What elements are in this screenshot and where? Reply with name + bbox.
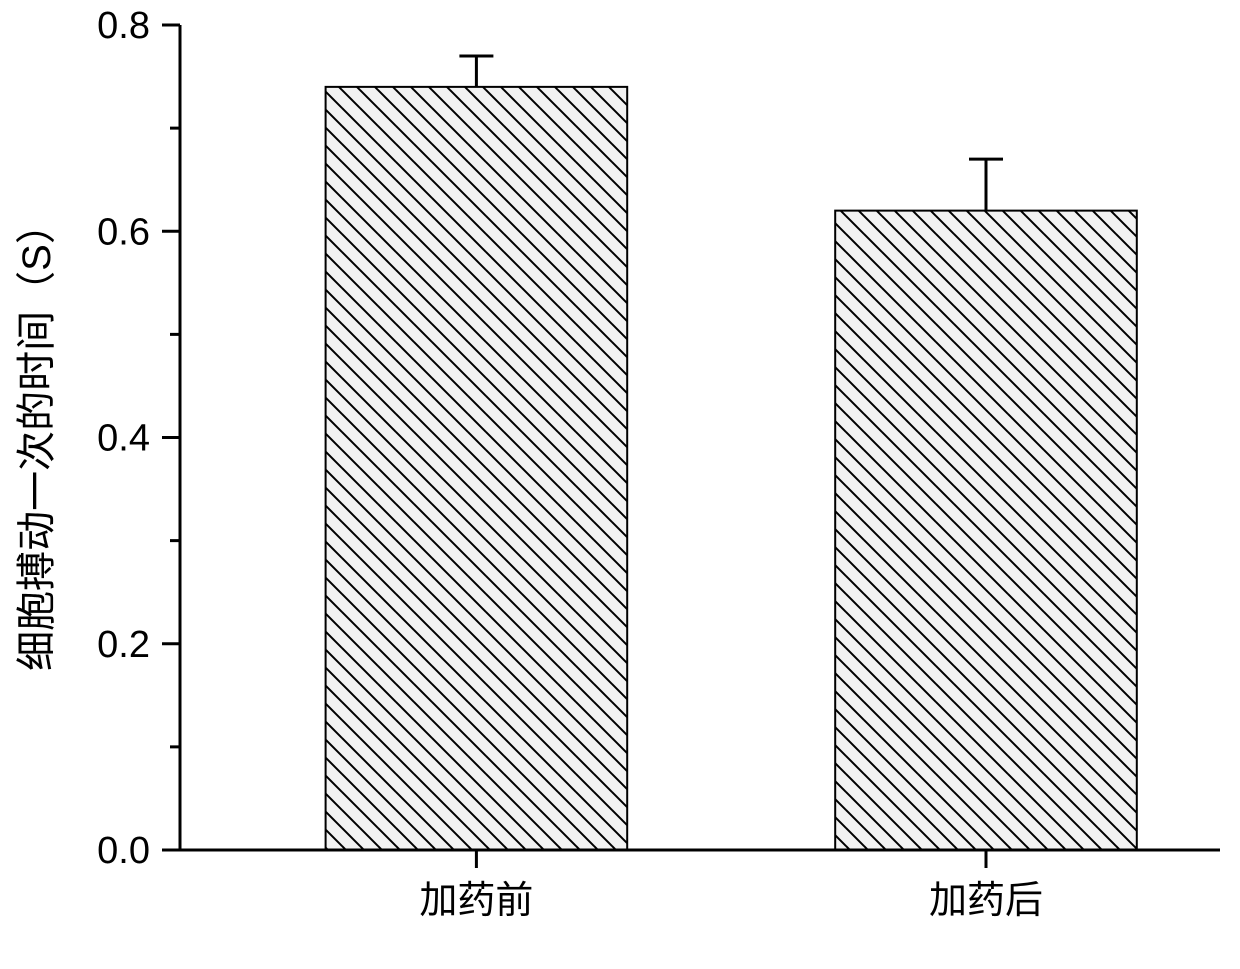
y-tick-label-1: 0.2 <box>97 624 150 666</box>
y-tick-label-3: 0.6 <box>97 211 150 253</box>
y-tick-label-2: 0.4 <box>97 418 150 460</box>
bar-1 <box>835 211 1137 850</box>
y-axis-title: 细胞搏动一次的时间（S） <box>15 204 59 671</box>
y-tick-label-4: 0.8 <box>97 5 150 47</box>
bar-0 <box>326 87 628 850</box>
x-tick-label-1: 加药后 <box>929 880 1043 922</box>
y-tick-label-0: 0.0 <box>97 830 150 872</box>
x-tick-label-0: 加药前 <box>419 880 533 922</box>
